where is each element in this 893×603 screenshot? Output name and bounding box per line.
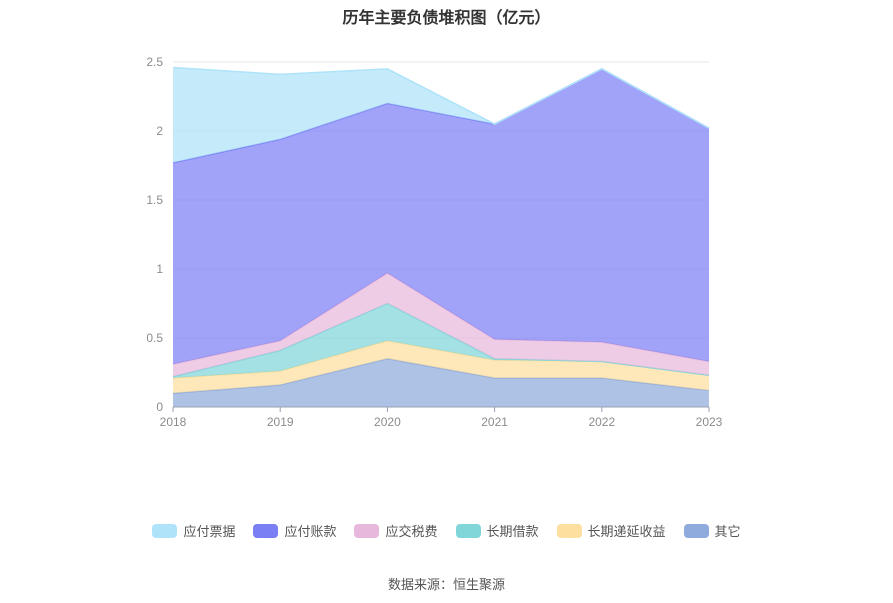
area-series-5 bbox=[173, 67, 709, 163]
legend-swatch bbox=[683, 523, 709, 538]
legend-item[interactable]: 长期借款 bbox=[455, 521, 539, 540]
x-tick-label: 2019 bbox=[267, 415, 294, 429]
area-series-3 bbox=[173, 273, 709, 377]
x-tick-label: 2022 bbox=[588, 415, 615, 429]
legend-swatch bbox=[556, 523, 582, 538]
legend-label: 长期借款 bbox=[486, 524, 539, 539]
y-tick-label: 2.5 bbox=[146, 55, 163, 69]
chart-title: 历年主要负债堆积图（亿元） bbox=[342, 10, 551, 27]
legend-item[interactable]: 应付票据 bbox=[152, 521, 235, 540]
y-tick-label: 2 bbox=[156, 124, 163, 138]
legend-swatch bbox=[152, 523, 178, 538]
axes: 0 0.5 1 1.5 2 2.5 2018 2019 2020 2021 2022 2023 bbox=[146, 55, 722, 429]
legend-label: 应交税费 bbox=[385, 524, 438, 539]
legend-item[interactable]: 长期递延收益 bbox=[556, 521, 666, 540]
y-tick-label: 1 bbox=[156, 262, 163, 276]
source-note: 数据来源：恒生聚源 bbox=[387, 577, 505, 592]
legend-swatch bbox=[455, 523, 481, 538]
x-tick-label: 2023 bbox=[696, 415, 723, 429]
y-tick-label: 0.5 bbox=[146, 331, 163, 345]
x-tick-label: 2018 bbox=[160, 415, 187, 429]
area-series-1 bbox=[173, 340, 709, 394]
legend-item[interactable]: 应付账款 bbox=[253, 521, 336, 540]
legend-item[interactable]: 其它 bbox=[683, 521, 741, 540]
legend-item[interactable]: 应交税费 bbox=[354, 521, 438, 540]
area-series-4 bbox=[173, 68, 709, 365]
area-series-2 bbox=[173, 303, 709, 379]
legend-label: 其它 bbox=[714, 524, 741, 539]
legend: 应付票据 应付账款 应交税费 长期借款 长期递延收益 其它 bbox=[0, 521, 893, 540]
legend-swatch bbox=[354, 523, 380, 538]
legend-label: 应付账款 bbox=[284, 524, 337, 539]
x-tick-label: 2020 bbox=[374, 415, 401, 429]
y-tick-label: 0 bbox=[156, 400, 163, 414]
y-tick-label: 1.5 bbox=[146, 193, 163, 207]
legend-swatch bbox=[253, 523, 279, 538]
legend-label: 长期递延收益 bbox=[587, 524, 666, 539]
x-tick-label: 2021 bbox=[481, 415, 508, 429]
legend-label: 应付票据 bbox=[183, 524, 236, 539]
area-series-0 bbox=[173, 358, 709, 407]
series-line-5 bbox=[172, 66, 710, 129]
area-series bbox=[172, 66, 710, 407]
